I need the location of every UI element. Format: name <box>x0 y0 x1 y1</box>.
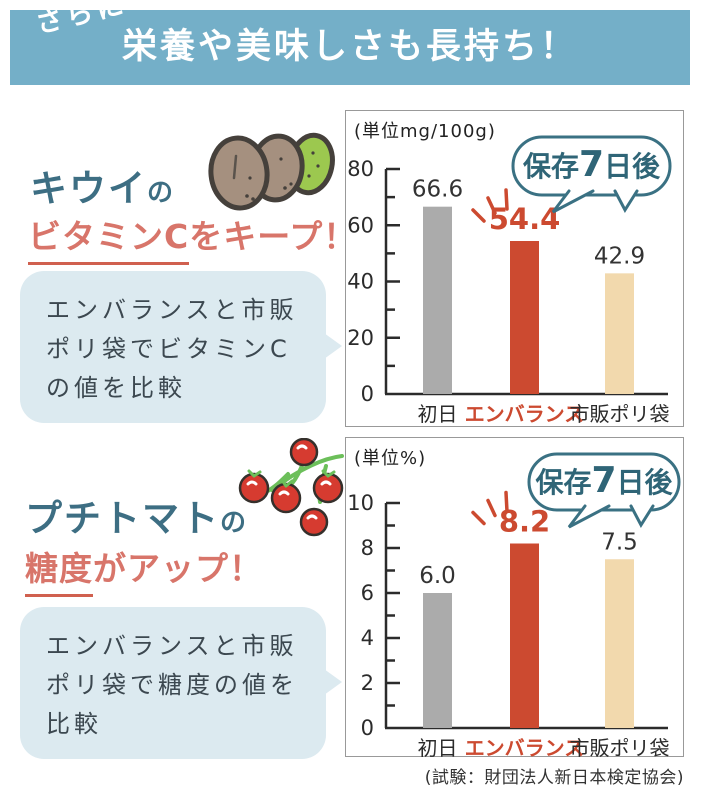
category-label-0: 初日 <box>418 736 458 760</box>
vitamin-c-chart: (単位mg/100g) 0 20 40 60 80 66.6 初日 54.4 エンバランス 42.… <box>345 110 684 427</box>
category-label-1: エンバランス <box>465 402 585 426</box>
bubble-tail-left <box>551 189 595 214</box>
value-label-0: 6.0 <box>419 563 456 589</box>
tomato-subtitle-rest: がアップ！ <box>93 549 263 588</box>
emphasis-ray <box>504 188 509 211</box>
y-tick-label: 2 <box>361 671 374 695</box>
page-title: 栄養や美味しさも長持ち！ <box>121 27 578 67</box>
kiwi-section-title: キウイの <box>30 158 175 212</box>
y-tick-label: 10 <box>347 491 374 515</box>
y-tick-label: 40 <box>347 270 374 294</box>
kiwi-note-line1: エンバランスと市販 <box>46 296 298 324</box>
category-label-1: エンバランス <box>465 736 585 760</box>
tomato-title-main: プチトマト <box>25 497 220 540</box>
bar-0 <box>423 206 452 394</box>
y-tick-label: 60 <box>347 213 374 237</box>
test-source-note: (試験：財団法人新日本検定協会) <box>424 768 684 788</box>
y-tick-label: 80 <box>347 157 374 181</box>
y-tick-label: 8 <box>361 536 374 560</box>
bar-2 <box>605 273 634 394</box>
value-label-2: 7.5 <box>601 529 638 555</box>
bubble-tail-right <box>613 189 639 213</box>
kiwi-illustration-icon <box>208 132 335 211</box>
sugar-emphasis: 糖度 <box>25 549 93 597</box>
bubble-body <box>511 135 672 197</box>
header-banner: 栄養や美味しさも長持ち！ <box>10 10 690 85</box>
tomato-note-line1: エンバランスと市販 <box>46 632 298 660</box>
category-label-0: 初日 <box>418 402 458 426</box>
vitamin-c-emphasis: ビタミンC <box>28 217 190 265</box>
value-label-1: 54.4 <box>489 202 561 236</box>
kiwi-section-subtitle: ビタミンCをキープ！ <box>28 210 358 265</box>
category-label-2: 市販ポリ袋 <box>570 736 670 760</box>
emphasis-ray <box>486 498 497 518</box>
kiwi-note-line2: ポリ袋でビタミンC <box>46 335 291 363</box>
bar-0 <box>423 593 452 728</box>
emphasis-ray <box>486 196 497 215</box>
kiwi-title-main: キウイ <box>30 167 147 210</box>
y-tick-label: 0 <box>361 382 374 406</box>
bubble-label: 保存7日後 <box>523 144 661 185</box>
kiwi-note-box: エンバランスと市販 ポリ袋でビタミンC の値を比較 <box>20 271 342 423</box>
bar-1 <box>510 241 539 394</box>
vitamin-c-unit-label: (単位mg/100g) <box>354 121 496 142</box>
emphasis-ray <box>471 510 486 526</box>
kiwi-note-line3: の値を比較 <box>46 374 186 402</box>
tomato-title-particle: の <box>220 508 249 538</box>
tomato-note-box: エンバランスと市販 ポリ袋で糖度の値を 比較 <box>20 607 342 759</box>
sugar-chart: (単位%) 0 2 4 6 8 10 6.0 初日 8.2 エンバランス 7.5 市販ポリ袋 保存7日後 <box>345 437 684 760</box>
tomato-note-line2: ポリ袋で糖度の値を <box>46 671 298 699</box>
emphasis-ray <box>504 490 509 514</box>
tomato-section-subtitle: 糖度がアップ！ <box>25 542 263 597</box>
bar-2 <box>605 559 634 728</box>
bubble-tail-left <box>567 504 611 529</box>
kiwi-title-particle: の <box>147 178 176 208</box>
value-label-2: 42.9 <box>594 243 645 269</box>
vitamin-c-bar-chart: 0 20 40 60 80 66.6 初日 54.4 エンバランス 42.9 市販ポリ袋 保存7日後 <box>347 135 672 426</box>
bar-1 <box>510 543 539 728</box>
tomato-note-line3: 比較 <box>46 710 102 738</box>
tomato-illustration-icon <box>238 438 344 537</box>
category-label-2: 市販ポリ袋 <box>570 402 670 426</box>
emphasis-ray <box>471 208 486 223</box>
sugar-unit-label: (単位%) <box>354 448 427 469</box>
value-label-0: 66.6 <box>412 177 463 203</box>
bubble-tail-right <box>629 504 655 528</box>
kiwi-subtitle-rest: をキープ！ <box>189 217 358 256</box>
y-tick-label: 0 <box>361 716 374 740</box>
bubble-label: 保存7日後 <box>535 460 673 501</box>
tomato-section-title: プチトマトの <box>25 488 248 542</box>
y-tick-label: 20 <box>347 326 374 350</box>
y-tick-label: 4 <box>361 626 374 650</box>
y-tick-label: 6 <box>361 581 374 605</box>
